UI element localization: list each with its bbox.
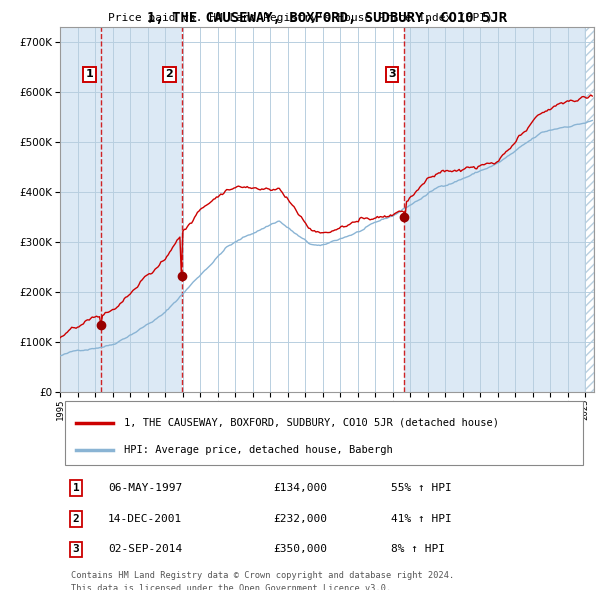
Text: 3: 3 (73, 545, 79, 555)
Text: 02-SEP-2014: 02-SEP-2014 (108, 545, 182, 555)
Text: HPI: Average price, detached house, Babergh: HPI: Average price, detached house, Babe… (124, 444, 393, 454)
Bar (404, 27, 585, 392)
Text: 41% ↑ HPI: 41% ↑ HPI (391, 514, 452, 524)
Text: £134,000: £134,000 (274, 483, 328, 493)
FancyBboxPatch shape (65, 401, 583, 465)
Text: £232,000: £232,000 (274, 514, 328, 524)
Text: 55% ↑ HPI: 55% ↑ HPI (391, 483, 452, 493)
Text: 1: 1 (85, 69, 93, 79)
Bar (101, 27, 182, 392)
Title: 1, THE CAUSEWAY, BOXFORD, SUDBURY, CO10 5JR: 1, THE CAUSEWAY, BOXFORD, SUDBURY, CO10 … (147, 11, 507, 25)
Bar (585, 27, 594, 392)
Text: This data is licensed under the Open Government Licence v3.0.: This data is licensed under the Open Gov… (71, 584, 391, 590)
Bar (585, 27, 594, 392)
Bar (182, 27, 404, 392)
Text: 2: 2 (73, 514, 79, 524)
Bar (60, 27, 101, 392)
Text: 06-MAY-1997: 06-MAY-1997 (108, 483, 182, 493)
Text: 3: 3 (388, 69, 396, 79)
Text: 1, THE CAUSEWAY, BOXFORD, SUDBURY, CO10 5JR (detached house): 1, THE CAUSEWAY, BOXFORD, SUDBURY, CO10 … (124, 418, 499, 428)
Text: 8% ↑ HPI: 8% ↑ HPI (391, 545, 445, 555)
Text: 2: 2 (166, 69, 173, 79)
Text: 14-DEC-2001: 14-DEC-2001 (108, 514, 182, 524)
Text: Contains HM Land Registry data © Crown copyright and database right 2024.: Contains HM Land Registry data © Crown c… (71, 571, 454, 579)
Text: 1: 1 (73, 483, 79, 493)
Text: £350,000: £350,000 (274, 545, 328, 555)
Text: Price paid vs. HM Land Registry's House Price Index (HPI): Price paid vs. HM Land Registry's House … (107, 12, 493, 22)
